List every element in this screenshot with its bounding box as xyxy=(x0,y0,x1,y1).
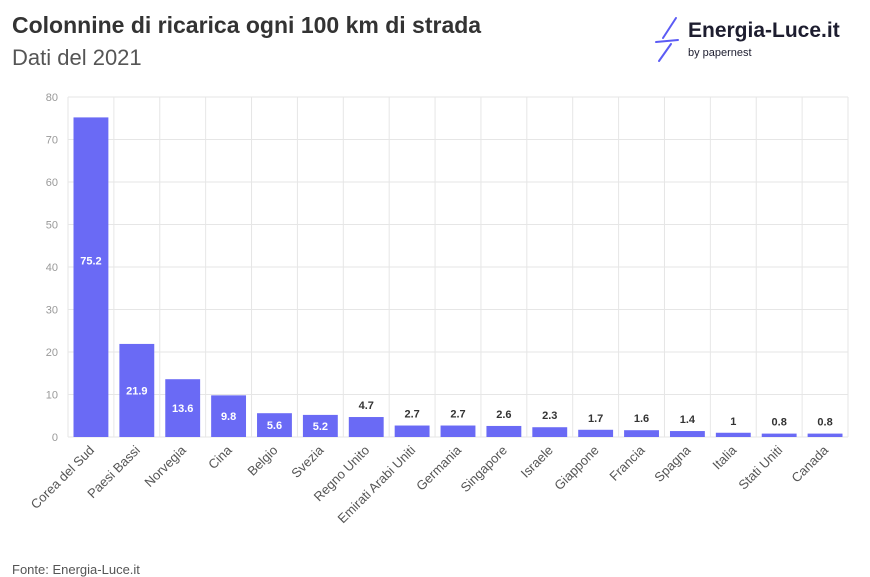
source-note: Fonte: Energia-Luce.it xyxy=(12,562,140,577)
value-label: 2.7 xyxy=(450,409,465,421)
x-tick-label: Stati Uniti xyxy=(735,442,785,492)
brand-name: Energia-Luce.it xyxy=(688,19,840,42)
y-tick-label: 30 xyxy=(46,305,58,317)
bar[interactable] xyxy=(486,425,522,437)
bar[interactable] xyxy=(440,425,476,437)
value-label: 21.9 xyxy=(126,385,147,397)
x-tick-label: Emirati Arabi Uniti xyxy=(335,442,419,526)
value-label: 1.7 xyxy=(588,413,603,425)
bar[interactable] xyxy=(119,343,155,437)
bar[interactable] xyxy=(669,431,705,437)
x-tick-label: Corea del Sud xyxy=(28,443,97,512)
value-label: 4.7 xyxy=(359,400,374,412)
x-tick-label: Singapore xyxy=(457,443,510,496)
value-label: 9.8 xyxy=(221,411,236,423)
value-label: 5.6 xyxy=(267,420,282,432)
value-label: 1.4 xyxy=(680,414,696,426)
y-tick-label: 0 xyxy=(52,432,58,444)
bar[interactable] xyxy=(578,429,614,437)
bars xyxy=(73,117,843,438)
bar[interactable] xyxy=(807,433,843,437)
bar[interactable] xyxy=(348,417,384,437)
x-tick-label: Spagna xyxy=(651,442,694,485)
bar[interactable] xyxy=(761,433,797,437)
value-label: 13.6 xyxy=(172,403,193,415)
bar[interactable] xyxy=(624,430,659,437)
x-tick-label: Canada xyxy=(788,442,831,485)
brand-logo[interactable]: Energia-Luce.it by papernest xyxy=(654,16,864,66)
bar[interactable] xyxy=(715,432,751,437)
x-tick-label: Giappone xyxy=(551,443,601,493)
value-label: 75.2 xyxy=(80,255,101,267)
lightning-icon xyxy=(655,17,679,62)
x-tick-label: Italia xyxy=(709,442,740,473)
x-tick-label: Norvegia xyxy=(141,442,189,490)
x-tick-label: Svezia xyxy=(288,442,327,481)
y-tick-label: 50 xyxy=(46,220,58,232)
value-label: 1 xyxy=(730,416,736,428)
y-tick-label: 60 xyxy=(46,177,58,189)
value-label: 1.6 xyxy=(634,413,649,425)
bar[interactable] xyxy=(211,395,247,437)
y-axis-ticks: 0 10 20 30 40 50 60 70 80 xyxy=(46,92,58,444)
value-label: 2.3 xyxy=(542,410,557,422)
bar[interactable] xyxy=(394,425,430,437)
x-tick-label: Francia xyxy=(606,442,648,484)
bar[interactable] xyxy=(302,414,338,437)
bar[interactable] xyxy=(257,413,292,437)
x-tick-label: Belgio xyxy=(244,443,280,479)
value-label: 0.8 xyxy=(772,417,787,429)
bar[interactable] xyxy=(165,379,201,437)
value-label: 5.2 xyxy=(313,421,328,433)
y-tick-label: 20 xyxy=(46,347,58,359)
y-tick-label: 70 xyxy=(46,135,58,147)
value-label: 2.7 xyxy=(404,409,419,421)
bar[interactable] xyxy=(73,117,109,438)
chart-title: Colonnine di ricarica ogni 100 km di str… xyxy=(12,12,482,38)
y-tick-label: 40 xyxy=(46,262,58,274)
x-tick-label: Israele xyxy=(518,443,556,481)
value-labels: 75.2 21.9 13.6 9.8 5.6 5.2 4.7 2.7 2.7 2.6 2.3 1.7 1… xyxy=(80,255,832,433)
y-tick-label: 80 xyxy=(46,92,58,104)
brand-byline: by papernest xyxy=(688,47,752,59)
x-tick-label: Germania xyxy=(413,442,465,494)
bar[interactable] xyxy=(532,427,568,437)
y-tick-label: 10 xyxy=(46,390,58,402)
value-label: 2.6 xyxy=(496,409,511,421)
chart-subtitle: Dati del 2021 xyxy=(12,45,142,70)
x-tick-label: Cina xyxy=(205,442,235,472)
value-label: 0.8 xyxy=(817,417,832,429)
